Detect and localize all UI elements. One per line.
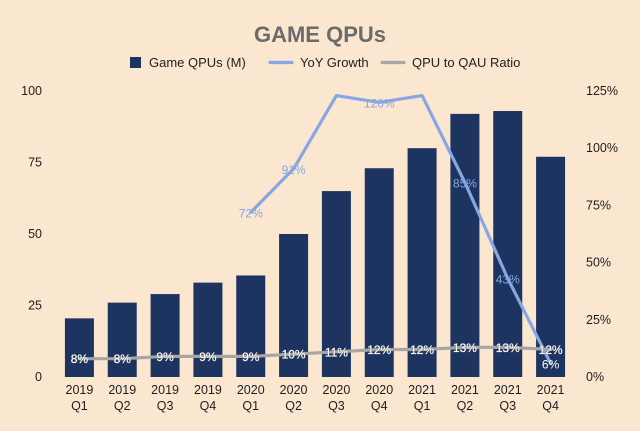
ratio-data-label: 9% [199,350,217,364]
yoy-growth-data-label: 91% [282,163,306,177]
bar [536,156,566,377]
chart-title: GAME QPUs [254,22,386,47]
x-axis-tick-quarter: Q3 [499,399,516,413]
yoy-growth-data-label: 6% [542,357,560,371]
bar [364,168,394,377]
bar [450,113,480,377]
x-axis-tick-year: 2020 [237,383,265,397]
right-axis-tick-label: 25% [586,313,611,327]
left-axis-tick-label: 75 [28,156,42,170]
left-axis-tick-label: 0 [35,370,42,384]
ratio-data-label: 11% [325,345,348,359]
ratio-data-label: 8% [114,352,132,366]
left-axis-tick-label: 100 [21,84,42,98]
ratio-data-label: 12% [367,343,391,357]
legend-label: QPU to QAU Ratio [412,55,520,70]
yoy-growth-data-label: 43% [496,273,520,287]
x-axis-tick-year: 2020 [365,383,393,397]
ratio-data-label: 9% [156,350,174,364]
x-axis: 2019 Q1 2019 Q2 2019 Q3 2019 Q4 2020 Q1 2020 Q2 2020… [66,383,565,413]
ratio-data-label: 10% [282,348,306,362]
line-series: 72% 91% 120% 85% 43% 6% 8% 8% 9% 9% 9% 10% 11% 12% 12%… [70,94,563,371]
x-axis-tick-year: 2021 [408,383,436,397]
x-axis-tick-year: 2020 [323,383,351,397]
bar [407,148,437,377]
ratio-data-label: 8% [71,352,89,366]
bar-series [64,111,566,378]
x-axis-tick-quarter: Q2 [114,399,131,413]
x-axis-tick-quarter: Q3 [328,399,345,413]
x-axis-tick-quarter: Q2 [285,399,302,413]
x-axis-tick-quarter: Q1 [414,399,431,413]
x-axis-tick-year: 2021 [494,383,522,397]
x-axis-tick-year: 2020 [280,383,308,397]
right-axis-tick-label: 50% [586,256,611,270]
right-axis-tick-label: 100% [586,141,618,155]
x-axis-tick-quarter: Q1 [242,399,259,413]
bar [64,318,94,377]
x-axis-tick-year: 2021 [537,383,565,397]
ratio-data-label: 13% [496,341,520,355]
ratio-data-label: 12% [410,343,434,357]
left-axis-tick-label: 25 [28,299,42,313]
bar [236,275,266,377]
x-axis-tick-year: 2019 [194,383,222,397]
left-axis-tick-label: 50 [28,227,42,241]
yoy-growth-data-label: 120% [364,96,395,110]
x-axis-tick-year: 2019 [151,383,179,397]
right-axis-tick-label: 125% [586,84,618,98]
right-axis-tick-label: 0% [586,370,604,384]
qpu-qau-ratio-line [77,345,553,361]
ratio-data-label: 12% [539,343,563,357]
x-axis-tick-quarter: Q3 [157,399,174,413]
x-axis-tick-quarter: Q4 [200,399,217,413]
x-axis-tick-quarter: Q4 [542,399,559,413]
x-axis-tick-year: 2021 [451,383,479,397]
bar [321,191,351,377]
x-axis-tick-year: 2019 [66,383,94,397]
bar [193,282,223,377]
bar [107,302,137,377]
yoy-growth-data-label: 85% [453,177,477,191]
legend-swatch-bar [130,57,141,68]
ratio-data-label: 13% [453,341,477,355]
legend: Game QPUs (M) YoY Growth QPU to QAU Ratio [130,55,520,70]
ratio-data-label: 9% [242,350,260,364]
legend-label: Game QPUs (M) [149,55,246,70]
x-axis-tick-quarter: Q1 [71,399,88,413]
yoy-growth-line [249,94,553,365]
right-axis: 0% 25% 50% 75% 100% 125% [586,84,618,384]
legend-label: YoY Growth [300,55,369,70]
bar [150,294,180,377]
yoy-growth-data-label: 72% [239,206,263,220]
left-axis: 0 25 50 75 100 [21,84,42,384]
bar [493,111,523,378]
x-axis-tick-year: 2019 [108,383,136,397]
x-axis-tick-quarter: Q2 [457,399,474,413]
right-axis-tick-label: 75% [586,198,611,212]
x-axis-tick-quarter: Q4 [371,399,388,413]
